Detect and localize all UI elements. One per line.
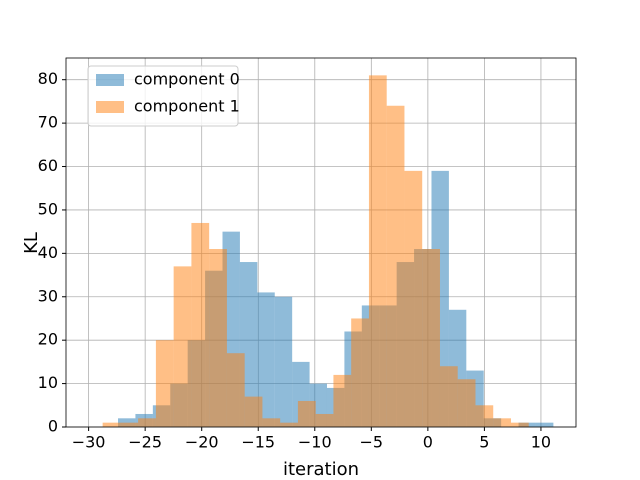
bar [535,422,554,427]
bar [244,396,263,427]
bar [262,418,281,427]
bar [475,405,494,427]
x-tick-label: 5 [479,433,489,452]
bar [439,366,458,427]
bar [510,422,529,427]
y-tick-label: 10 [38,373,58,392]
bar [386,105,405,428]
y-tick-label: 40 [38,243,58,262]
x-tick-label: −5 [360,433,384,452]
bar [315,413,334,427]
y-tick-label: 30 [38,286,58,305]
x-tick-label: −10 [298,433,332,452]
legend-label: component 0 [134,70,240,89]
legend-box [87,65,239,127]
bar [297,400,316,427]
bar [173,266,192,427]
bar [422,249,440,427]
legend-swatch [96,74,124,86]
bar [333,374,352,427]
x-tick-label: 0 [423,433,433,452]
bar [226,353,245,427]
bar [351,318,369,427]
y-tick-label: 20 [38,330,58,349]
legend-swatch [96,101,124,113]
bar [368,75,387,427]
bar [209,249,227,427]
bar [257,292,275,427]
bar [493,418,511,427]
bar [191,222,210,427]
bar [274,296,293,427]
x-tick-label: −15 [241,433,275,452]
bar [457,379,476,427]
y-tick-label: 60 [38,156,58,175]
y-tick-label: 50 [38,199,58,218]
bar [138,418,156,427]
x-axis-label: iteration [283,459,359,480]
x-tick-label: −30 [72,433,106,452]
bar [102,422,121,427]
y-tick-label: 0 [48,417,58,436]
y-tick-label: 80 [38,69,58,88]
bar [404,170,423,427]
x-tick-label: 10 [531,433,551,452]
legend-label: component 1 [134,97,240,116]
x-tick-label: −20 [185,433,219,452]
y-tick-label: 70 [38,113,58,132]
bar [120,422,139,427]
bar [280,422,298,427]
x-tick-label: −25 [128,433,162,452]
bar [155,340,174,427]
plot-frame [65,57,577,428]
y-axis-label: KL [21,232,42,254]
